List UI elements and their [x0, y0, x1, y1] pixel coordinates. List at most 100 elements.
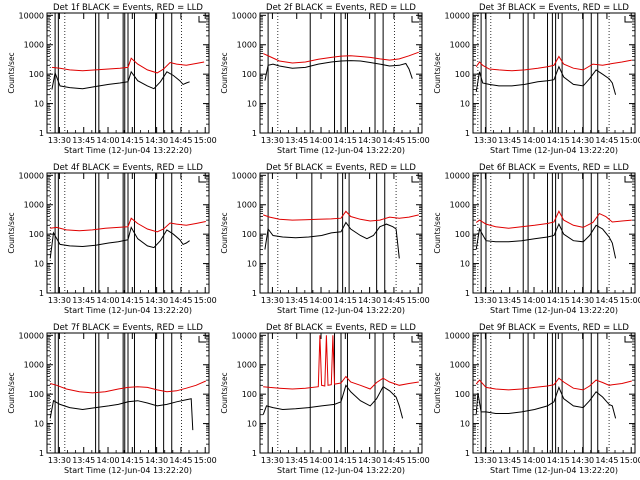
y-axis-label: Counts/sec	[7, 52, 16, 93]
x-tick-label: 13:45	[72, 136, 95, 145]
x-tick-label: 15:00	[194, 456, 217, 465]
y-tick-label: 1	[252, 449, 257, 458]
panel-title: Det 3f BLACK = Events, RED = LLD	[479, 3, 629, 13]
x-tick-label: 13:30	[48, 456, 71, 465]
y-tick-label: 1	[252, 289, 257, 298]
y-tick-label: 100	[455, 390, 470, 399]
x-tick-label: 14:00	[522, 296, 545, 305]
legend-marker	[411, 336, 419, 343]
y-tick-label: 10	[34, 260, 44, 269]
x-axis-label: Start Time (12-Jun-04 13:22:20)	[277, 466, 405, 475]
x-tick-label: 14:30	[571, 456, 594, 465]
x-axis-label: Start Time (12-Jun-04 13:22:20)	[277, 306, 405, 315]
x-tick-label: 14:15	[121, 136, 144, 145]
y-tick-label: 100	[29, 230, 44, 239]
x-tick-label: 15:00	[620, 456, 640, 465]
lld-series-line	[50, 380, 207, 394]
panel-title: Det 6f BLACK = Events, RED = LLD	[479, 163, 629, 173]
y-tick-label: 10000	[232, 171, 257, 180]
x-tick-label: 13:30	[261, 136, 284, 145]
y-tick-label: 10	[247, 420, 257, 429]
x-tick-label: 13:45	[285, 136, 308, 145]
legend-marker	[624, 336, 632, 343]
events-series-line	[262, 384, 404, 419]
y-axis-label: Counts/sec	[433, 212, 442, 253]
y-axis-label: Counts/sec	[433, 372, 442, 413]
events-series-line	[475, 385, 617, 419]
x-tick-label: 14:45	[169, 136, 192, 145]
panel-title: Det 5f BLACK = Events, RED = LLD	[266, 163, 416, 173]
x-axis-label: Start Time (12-Jun-04 13:22:20)	[490, 146, 618, 155]
lld-series-line	[50, 217, 206, 233]
legend-marker	[624, 16, 632, 23]
y-tick-label: 1	[465, 129, 470, 138]
x-tick-label: 14:15	[547, 136, 570, 145]
x-tick-label: 14:30	[145, 136, 168, 145]
x-tick-label: 14:30	[145, 296, 168, 305]
y-axis-label: Counts/sec	[220, 372, 229, 413]
x-tick-label: 14:00	[96, 136, 119, 145]
y-tick-label: 10000	[19, 171, 44, 180]
x-axis-label: Start Time (12-Jun-04 13:22:20)	[64, 466, 192, 475]
x-tick-label: 13:30	[261, 296, 284, 305]
y-tick-label: 1000	[450, 361, 470, 370]
x-tick-label: 14:30	[358, 456, 381, 465]
legend-marker	[411, 176, 419, 183]
x-axis-label: Start Time (12-Jun-04 13:22:20)	[64, 146, 192, 155]
panel-1: Det 1f BLACK = Events, RED = LLD 1 10 100 10…	[7, 3, 217, 155]
x-tick-label: 14:30	[145, 456, 168, 465]
x-tick-label: 13:30	[474, 456, 497, 465]
y-tick-label: 100	[455, 230, 470, 239]
y-tick-label: 10000	[19, 11, 44, 20]
events-series-line	[49, 226, 190, 259]
events-series-line	[475, 65, 617, 95]
x-axis-label: Start Time (12-Jun-04 13:22:20)	[277, 146, 405, 155]
lld-series-line	[263, 335, 419, 390]
y-axis-label: Counts/sec	[7, 212, 16, 253]
plot-frame	[472, 332, 636, 454]
y-tick-label: 10000	[232, 331, 257, 340]
plot-frame	[259, 172, 423, 294]
panel-6: Det 6f BLACK = Events, RED = LLD 1 10 100 10…	[433, 163, 640, 315]
x-axis-label: Start Time (12-Jun-04 13:22:20)	[490, 466, 618, 475]
x-axis-label: Start Time (12-Jun-04 13:22:20)	[490, 306, 618, 315]
y-tick-label: 100	[242, 230, 257, 239]
y-tick-label: 10000	[232, 11, 257, 20]
x-tick-label: 15:00	[407, 296, 430, 305]
x-axis-label: Start Time (12-Jun-04 13:22:20)	[64, 306, 192, 315]
events-series-line	[264, 60, 413, 81]
y-axis-label: Counts/sec	[433, 52, 442, 93]
plot-frame	[472, 12, 636, 134]
panel-3: Det 3f BLACK = Events, RED = LLD 1 10 100 10…	[433, 3, 640, 155]
legend-marker	[198, 176, 206, 183]
x-tick-label: 13:45	[72, 296, 95, 305]
y-tick-label: 10	[34, 420, 44, 429]
lld-series-line	[263, 210, 419, 222]
x-tick-label: 13:45	[498, 296, 521, 305]
x-tick-label: 14:30	[571, 136, 594, 145]
x-tick-label: 15:00	[407, 456, 430, 465]
y-tick-label: 1	[252, 129, 257, 138]
panel-5: Det 5f BLACK = Events, RED = LLD 1 10 100 10…	[220, 163, 430, 315]
panel-2: Det 2f BLACK = Events, RED = LLD 1 10 100 10…	[220, 3, 430, 155]
x-tick-label: 14:45	[595, 456, 618, 465]
x-tick-label: 14:15	[334, 456, 357, 465]
y-axis-label: Counts/sec	[220, 52, 229, 93]
lld-series-line	[475, 377, 632, 391]
x-tick-label: 14:15	[547, 296, 570, 305]
lld-series-line	[475, 55, 632, 72]
x-tick-label: 13:45	[498, 456, 521, 465]
y-tick-label: 100	[29, 70, 44, 79]
y-tick-label: 10	[460, 420, 470, 429]
events-series-line	[51, 70, 190, 90]
x-tick-label: 14:45	[169, 456, 192, 465]
x-tick-label: 14:00	[96, 456, 119, 465]
x-tick-label: 13:30	[474, 296, 497, 305]
panel-9: Det 9f BLACK = Events, RED = LLD 1 10 100 10…	[433, 323, 640, 475]
panel-title: Det 4f BLACK = Events, RED = LLD	[53, 163, 203, 173]
y-axis-label: Counts/sec	[220, 212, 229, 253]
y-tick-label: 100	[242, 70, 257, 79]
panel-title: Det 1f BLACK = Events, RED = LLD	[53, 3, 203, 13]
lld-series-line	[51, 57, 205, 74]
panel-title: Det 8f BLACK = Events, RED = LLD	[266, 323, 416, 333]
